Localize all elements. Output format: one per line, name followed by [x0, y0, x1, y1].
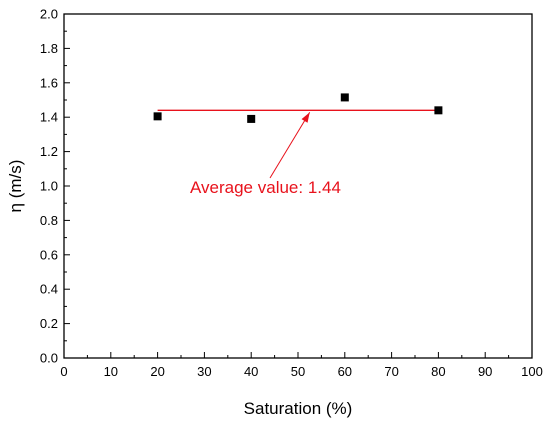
annotation-label: Average value: 1.44 — [190, 178, 341, 197]
x-tick-label: 10 — [104, 364, 118, 379]
x-axis-title: Saturation (%) — [244, 399, 353, 418]
x-tick-label: 40 — [244, 364, 258, 379]
x-tick-label: 60 — [338, 364, 352, 379]
data-point — [340, 93, 349, 102]
x-tick-label: 70 — [384, 364, 398, 379]
y-axis-title: η (m/s) — [6, 160, 25, 213]
y-tick-label: 1.2 — [40, 144, 58, 159]
annotation-group: Average value: 1.44 — [190, 112, 341, 197]
x-tick-label: 100 — [521, 364, 543, 379]
y-tick-label: 0.0 — [40, 351, 58, 366]
x-axis: 0 10 20 30 40 50 60 70 80 90 100 — [60, 352, 543, 379]
annotation-arrow-head — [301, 112, 310, 123]
x-tick-label: 80 — [431, 364, 445, 379]
x-tick-label: 30 — [197, 364, 211, 379]
y-tick-label: 1.0 — [40, 179, 58, 194]
data-point — [247, 114, 256, 123]
data-point — [153, 112, 162, 121]
x-tick-label: 20 — [150, 364, 164, 379]
y-tick-label: 1.8 — [40, 41, 58, 56]
y-tick-label: 0.8 — [40, 213, 58, 228]
y-tick-label: 1.4 — [40, 110, 58, 125]
y-tick-label: 2.0 — [40, 7, 58, 22]
annotation-arrow-line — [269, 112, 311, 179]
y-tick-label: 0.6 — [40, 247, 58, 262]
y-tick-label: 0.2 — [40, 316, 58, 331]
x-tick-label: 50 — [291, 364, 305, 379]
y-tick-label: 0.4 — [40, 282, 58, 297]
data-point — [434, 106, 443, 115]
y-axis: 0.0 0.2 0.4 0.6 0.8 1.0 1.2 1.4 1.6 1.8 2.0 — [40, 7, 70, 366]
x-tick-label: 90 — [478, 364, 492, 379]
data-points — [153, 93, 443, 123]
x-tick-label: 0 — [60, 364, 67, 379]
y-tick-label: 1.6 — [40, 75, 58, 90]
